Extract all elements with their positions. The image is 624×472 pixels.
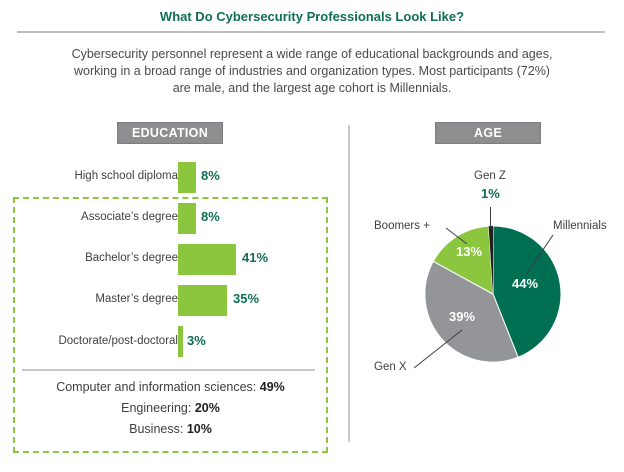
edu-value-master: 35% bbox=[233, 291, 260, 306]
degree-group-box bbox=[13, 197, 328, 453]
edu-bar-associate bbox=[178, 203, 196, 234]
pie-value-gen-z: 1% bbox=[481, 186, 500, 201]
field-value: 10% bbox=[186, 422, 212, 436]
field-of-study-engineering: Engineering: 20% bbox=[13, 401, 328, 415]
title-divider bbox=[17, 31, 605, 33]
fields-divider bbox=[22, 369, 315, 371]
pie-slice-gen-z bbox=[488, 225, 493, 294]
edu-bar-doctorate bbox=[178, 326, 183, 357]
pie-label-millennials: Millennials bbox=[553, 220, 607, 232]
edu-label-doctorate: Doctorate/post-doctoral bbox=[58, 335, 178, 347]
leader-line-gen-x bbox=[413, 329, 463, 369]
pie-label-gen-z: Gen Z bbox=[474, 170, 506, 182]
edu-label-bachelor: Bachelor’s degree bbox=[85, 252, 178, 264]
field-of-study-business: Business: 10% bbox=[13, 422, 328, 436]
field-value: 20% bbox=[194, 401, 220, 415]
edu-label-master: Master’s degree bbox=[95, 293, 178, 305]
field-value: 49% bbox=[259, 380, 285, 394]
leader-line-boomers bbox=[445, 227, 468, 245]
intro-line: are male, and the largest age cohort is … bbox=[172, 81, 452, 95]
edu-bar-bachelor bbox=[178, 244, 236, 275]
edu-value-associate: 8% bbox=[201, 209, 220, 224]
field-label: Computer and information sciences: bbox=[56, 380, 260, 394]
column-divider bbox=[348, 125, 350, 442]
intro-paragraph: Cybersecurity personnel represent a wide… bbox=[40, 46, 584, 97]
pie-value-gen-x: 39% bbox=[449, 309, 476, 324]
page-title: What Do Cybersecurity Professionals Look… bbox=[159, 9, 465, 24]
intro-line: working in a broad range of industries a… bbox=[74, 64, 550, 78]
pie-slice-gen-x bbox=[424, 260, 519, 363]
edu-value-high-school: 8% bbox=[201, 168, 220, 183]
education-tag: EDUCATION bbox=[117, 122, 223, 144]
leader-line-millennials bbox=[525, 234, 554, 276]
field-label: Engineering: bbox=[121, 401, 195, 415]
field-label: Business: bbox=[129, 422, 187, 436]
pie-label-gen-x: Gen X bbox=[374, 361, 407, 373]
edu-label-high-school: High school diploma bbox=[74, 170, 178, 182]
edu-bar-master bbox=[178, 285, 227, 316]
pie-label-boomers: Boomers + bbox=[374, 220, 430, 232]
edu-value-doctorate: 3% bbox=[187, 333, 206, 348]
age-tag: AGE bbox=[435, 122, 541, 144]
pie-value-boomers: 13% bbox=[456, 244, 483, 259]
edu-value-bachelor: 41% bbox=[242, 250, 269, 265]
pie-slice-millennials bbox=[492, 225, 562, 358]
edu-label-associate: Associate’s degree bbox=[81, 211, 178, 223]
intro-line: Cybersecurity personnel represent a wide… bbox=[71, 47, 553, 61]
field-of-study-cs: Computer and information sciences: 49% bbox=[13, 380, 328, 394]
pie-slice-boomers bbox=[432, 225, 494, 295]
pie-value-millennials: 44% bbox=[512, 276, 539, 291]
edu-bar-high-school bbox=[178, 162, 196, 193]
